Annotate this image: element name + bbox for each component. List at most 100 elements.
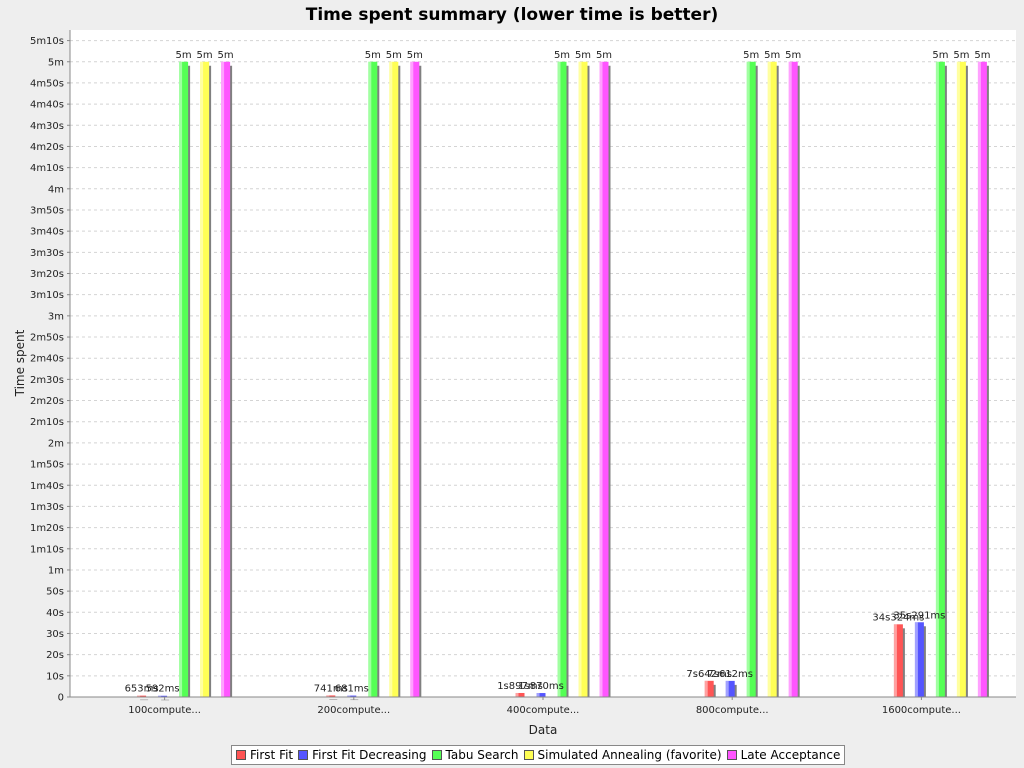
bar <box>389 61 399 698</box>
legend-item: Tabu Search <box>431 748 519 762</box>
bar-value-label: 681ms <box>335 684 369 695</box>
bar-highlight <box>536 693 540 697</box>
legend-swatch <box>523 750 534 760</box>
bar-value-label: 592ms <box>146 684 180 695</box>
y-tick-label: 2m50s <box>30 333 64 344</box>
bar <box>368 61 378 698</box>
bar-highlight <box>347 695 351 697</box>
y-tick-label: 1m30s <box>30 502 64 513</box>
bar-highlight <box>893 624 897 697</box>
bar <box>221 61 231 698</box>
x-axis-label: Data <box>529 723 558 737</box>
bar-value-label: 1s897ms <box>497 681 543 692</box>
y-tick-label: 4m <box>48 184 64 195</box>
bar-highlight <box>200 61 204 698</box>
y-tick-label: 3m10s <box>30 290 64 301</box>
bar <box>536 693 546 697</box>
bar-value-label: 7s612ms <box>707 669 753 680</box>
y-tick-label: 2m40s <box>30 354 64 365</box>
y-tick-label: 2m <box>48 438 64 449</box>
y-tick-label: 4m50s <box>30 78 64 89</box>
y-tick-label: 1m50s <box>30 460 64 471</box>
bar <box>956 61 966 698</box>
y-tick-label: 30s <box>46 629 64 640</box>
bar <box>410 61 420 698</box>
y-tick-label: 4m30s <box>30 121 64 132</box>
y-tick-label: 3m20s <box>30 269 64 280</box>
bar-value-label: 5m <box>953 50 969 61</box>
bar <box>515 692 525 697</box>
bar-value-label: 5m <box>365 50 381 61</box>
legend-item: Simulated Annealing (favorite) <box>523 748 722 762</box>
bar <box>977 61 987 698</box>
bar-highlight <box>704 680 708 697</box>
bar-highlight <box>368 61 372 698</box>
bar-shadow <box>140 699 149 701</box>
bars-layer <box>137 61 989 701</box>
bar-value-label: 5m <box>764 50 780 61</box>
y-tick-label: 1m40s <box>30 481 64 492</box>
y-tick-label: 40s <box>46 608 64 619</box>
bar-highlight <box>389 61 393 698</box>
y-tick-label: 3m <box>48 311 64 322</box>
x-tick-label: 400compute... <box>507 705 580 716</box>
bar <box>158 695 168 697</box>
bar <box>935 61 945 698</box>
bar <box>578 61 588 698</box>
y-tick-label: 1m20s <box>30 523 64 534</box>
y-tick-label: 5m10s <box>30 36 64 47</box>
legend-label: Late Acceptance <box>740 748 841 762</box>
bar <box>746 61 756 698</box>
bar <box>137 695 147 697</box>
legend-label: First Fit Decreasing <box>312 748 427 762</box>
bar-value-label: 5m <box>932 50 948 61</box>
y-tick-label: 10s <box>46 671 64 682</box>
bar-value-label: 5m <box>785 50 801 61</box>
legend: First Fit First Fit Decreasing Tabu Search… <box>231 745 846 765</box>
y-axis-label: Time spent <box>13 329 27 397</box>
bar-value-label: 741ms <box>314 683 348 694</box>
bar <box>200 61 210 698</box>
y-tick-label: 2m20s <box>30 396 64 407</box>
legend-swatch <box>726 750 737 760</box>
bar-value-label: 5m <box>974 50 990 61</box>
bar-highlight <box>221 61 225 698</box>
y-tick-label: 2m30s <box>30 375 64 386</box>
bar-highlight <box>725 680 729 697</box>
bar-value-label: 5m <box>197 50 213 61</box>
y-tick-label: 3m40s <box>30 227 64 238</box>
bar-highlight <box>578 61 582 698</box>
bar-highlight <box>599 61 603 698</box>
x-axis-ticks: 100compute... 200compute... 400compute... 8… <box>128 697 961 716</box>
bar <box>704 680 714 697</box>
bar-highlight <box>410 61 414 698</box>
bar <box>914 622 924 697</box>
bar-shadow <box>329 699 338 700</box>
legend-swatch <box>431 750 442 760</box>
y-axis-ticks: 0 10s 20s 30s 40s 50s 1m 1m10s 1m20s 1m30s 1m40s 1m… <box>30 36 70 704</box>
bar-value-label: 34s324ms <box>872 612 924 623</box>
y-tick-label: 5m <box>48 57 64 68</box>
bar-highlight <box>788 61 792 698</box>
y-tick-label: 4m40s <box>30 100 64 111</box>
bar-highlight <box>557 61 561 698</box>
y-tick-label: 3m30s <box>30 248 64 259</box>
bar-highlight <box>179 61 183 698</box>
legend-item: First Fit <box>236 748 293 762</box>
y-tick-label: 3m50s <box>30 205 64 216</box>
legend-swatch <box>236 750 246 760</box>
bar <box>347 695 357 697</box>
chart-title: Time spent summary (lower time is better… <box>306 5 718 25</box>
plot-area <box>70 30 1016 697</box>
bar <box>557 61 567 698</box>
y-tick-label: 0 <box>58 693 64 704</box>
bar-highlight <box>956 61 960 698</box>
x-tick-label: 1600compute... <box>882 705 961 716</box>
y-tick-label: 50s <box>46 587 64 598</box>
y-tick-label: 1m10s <box>30 544 64 555</box>
bar-value-label: 653ms <box>125 684 159 695</box>
bar <box>326 695 336 697</box>
bar-value-label: 5m <box>386 50 402 61</box>
bar-value-label: 5m <box>407 50 423 61</box>
